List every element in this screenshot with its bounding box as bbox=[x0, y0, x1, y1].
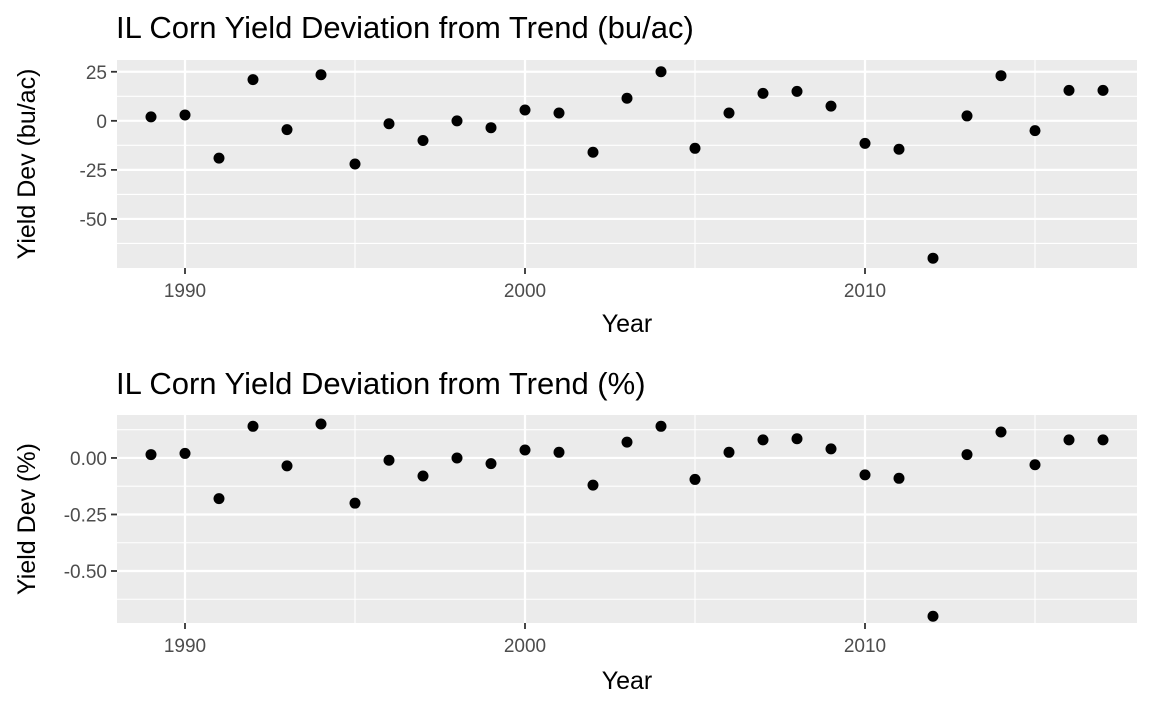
x-tick-label: 2010 bbox=[844, 281, 886, 302]
y-tick-label: 0 bbox=[96, 112, 107, 133]
data-point bbox=[315, 69, 327, 81]
data-point bbox=[349, 497, 361, 509]
data-point bbox=[791, 85, 803, 97]
data-point bbox=[587, 479, 599, 491]
y-tick-label: 25 bbox=[86, 63, 107, 84]
data-point bbox=[145, 449, 157, 461]
grid bbox=[117, 60, 1137, 268]
data-point bbox=[791, 433, 803, 445]
data-point bbox=[519, 104, 531, 116]
data-points bbox=[145, 66, 1109, 264]
chart-title: IL Corn Yield Deviation from Trend (%) bbox=[116, 366, 646, 401]
data-point bbox=[383, 454, 395, 466]
data-point bbox=[179, 109, 191, 121]
data-point bbox=[1097, 84, 1109, 96]
x-tick-label: 2000 bbox=[504, 281, 546, 302]
data-point bbox=[213, 152, 225, 164]
y-axis-ticks: 0.00 -0.25 -0.50 bbox=[64, 449, 117, 583]
plot-panel bbox=[117, 60, 1137, 268]
y-axis-title: Yield Dev (bu/ac) bbox=[13, 69, 41, 260]
data-point bbox=[689, 473, 701, 485]
x-tick-label: 2000 bbox=[504, 636, 546, 657]
data-point bbox=[1063, 434, 1075, 446]
data-point bbox=[689, 142, 701, 154]
data-point bbox=[621, 92, 633, 104]
data-point bbox=[553, 446, 565, 458]
data-point bbox=[961, 449, 973, 461]
data-point bbox=[723, 107, 735, 119]
data-point bbox=[587, 146, 599, 158]
y-tick-label: -25 bbox=[80, 161, 107, 182]
data-point bbox=[859, 469, 871, 481]
data-point bbox=[315, 418, 327, 430]
x-axis-ticks: 1990 2000 2010 bbox=[164, 268, 886, 302]
chart-yield-deviation-bu-ac: IL Corn Yield Deviation from Trend (bu/a… bbox=[13, 10, 1137, 338]
data-point bbox=[349, 158, 361, 170]
data-points bbox=[145, 418, 1109, 622]
data-point bbox=[655, 66, 667, 78]
data-point bbox=[893, 143, 905, 155]
data-point bbox=[485, 122, 497, 134]
data-point bbox=[757, 434, 769, 446]
data-point bbox=[995, 426, 1007, 438]
x-axis-title: Year bbox=[602, 310, 653, 338]
data-point bbox=[723, 446, 735, 458]
data-point bbox=[655, 420, 667, 432]
y-tick-label: -0.25 bbox=[64, 505, 107, 526]
data-point bbox=[417, 470, 429, 482]
data-point bbox=[757, 87, 769, 99]
y-tick-label: -50 bbox=[80, 210, 107, 231]
y-axis-title: Yield Dev (%) bbox=[13, 443, 41, 595]
data-point bbox=[451, 115, 463, 127]
data-point bbox=[1063, 84, 1075, 96]
data-point bbox=[179, 447, 191, 459]
data-point bbox=[519, 444, 531, 456]
chart-title: IL Corn Yield Deviation from Trend (bu/a… bbox=[116, 10, 694, 45]
data-point bbox=[145, 111, 157, 123]
data-point bbox=[927, 252, 939, 264]
data-point bbox=[417, 134, 429, 146]
data-point bbox=[961, 110, 973, 122]
data-point bbox=[1029, 459, 1041, 471]
data-point bbox=[213, 493, 225, 505]
x-tick-label: 1990 bbox=[164, 281, 206, 302]
x-tick-label: 1990 bbox=[164, 636, 206, 657]
data-point bbox=[1029, 125, 1041, 137]
data-point bbox=[859, 137, 871, 149]
y-tick-label: -0.50 bbox=[64, 562, 107, 583]
data-point bbox=[825, 100, 837, 112]
chart-yield-deviation-percent: IL Corn Yield Deviation from Trend (%) 0… bbox=[13, 366, 1137, 695]
data-point bbox=[281, 460, 293, 472]
data-point bbox=[383, 118, 395, 130]
x-axis-ticks: 1990 2000 2010 bbox=[164, 623, 886, 657]
x-tick-label: 2010 bbox=[844, 636, 886, 657]
data-point bbox=[553, 107, 565, 119]
data-point bbox=[621, 436, 633, 448]
data-point bbox=[281, 124, 293, 136]
data-point bbox=[995, 70, 1007, 82]
data-point bbox=[247, 74, 259, 86]
data-point bbox=[1097, 434, 1109, 446]
x-axis-title: Year bbox=[602, 667, 653, 695]
data-point bbox=[893, 472, 905, 484]
data-point bbox=[451, 452, 463, 464]
data-point bbox=[825, 443, 837, 455]
data-point bbox=[927, 610, 939, 622]
y-tick-label: 0.00 bbox=[70, 449, 107, 470]
data-point bbox=[485, 458, 497, 470]
y-axis-ticks: 25 0 -25 -50 bbox=[80, 63, 117, 231]
data-point bbox=[247, 420, 259, 432]
